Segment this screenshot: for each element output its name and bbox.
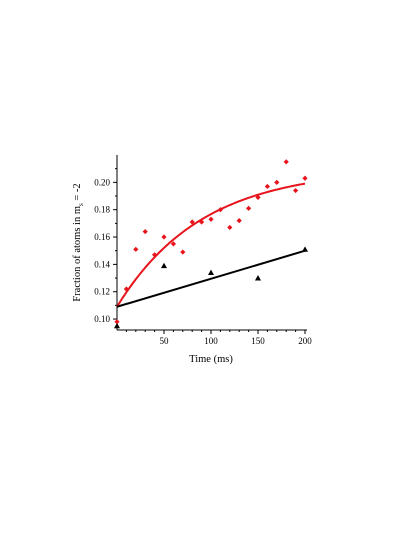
y-tick-label: 0.14 — [94, 259, 110, 269]
red-diamond-point — [264, 183, 270, 190]
x-tick-label: 150 — [251, 336, 265, 346]
red-diamond-point — [133, 246, 139, 252]
black-triangle-point — [114, 322, 120, 329]
red-diamond-point — [170, 241, 176, 247]
y-tick-label: 0.18 — [94, 205, 110, 215]
red-diamond-point — [123, 286, 129, 292]
y-axis-title: Fraction of atoms in ms = -2 — [72, 183, 85, 301]
red-diamond-point — [189, 219, 195, 225]
axes: 50 100 150 200 0.10 0.12 0.14 0.16 0.18 0.20 — [94, 155, 312, 346]
red-diamond-point — [217, 207, 223, 213]
y-axis-title-rest: = -2 — [72, 183, 83, 203]
red-diamond-point — [283, 159, 289, 165]
red-diamond-point — [180, 249, 186, 255]
data-points — [114, 159, 308, 329]
black-triangle-point — [161, 262, 167, 269]
y-ticks: 0.10 0.12 0.14 0.16 0.18 0.20 — [94, 168, 117, 324]
x-tick-label: 50 — [160, 336, 170, 346]
red-diamond-point — [152, 252, 158, 258]
red-diamond-point — [114, 319, 120, 325]
red-diamond-point — [142, 228, 148, 235]
y-axis-title-main: Fraction of atoms in m — [72, 206, 83, 302]
red-diamond-point — [274, 179, 280, 185]
y-tick-label: 0.12 — [94, 287, 110, 297]
red-diamond-point — [236, 218, 242, 224]
red-diamond-point — [161, 234, 167, 240]
fit-lines — [116, 182, 306, 308]
red-diamond-point — [246, 205, 252, 211]
red-fit-curve — [116, 182, 306, 308]
red-diamond-point — [302, 175, 308, 181]
black-triangle-point — [208, 269, 214, 275]
x-tick-label: 100 — [204, 336, 218, 346]
red-diamond-point — [208, 216, 214, 222]
red-diamond-point — [199, 219, 205, 225]
black-triangle-point — [302, 246, 308, 252]
black-fit-line — [116, 249, 306, 308]
black-triangle-point — [255, 275, 261, 281]
y-tick-label: 0.10 — [94, 314, 110, 324]
x-tick-label: 200 — [298, 336, 312, 346]
x-ticks: 50 100 150 200 — [125, 330, 312, 346]
red-diamond-point — [255, 194, 261, 200]
red-diamond-point — [293, 187, 299, 194]
y-axis-title-subscript: s — [77, 203, 85, 206]
red-diamond-point — [227, 224, 233, 231]
y-tick-label: 0.16 — [94, 232, 110, 242]
x-axis-title: Time (ms) — [189, 354, 233, 365]
y-tick-label: 0.20 — [94, 177, 110, 187]
